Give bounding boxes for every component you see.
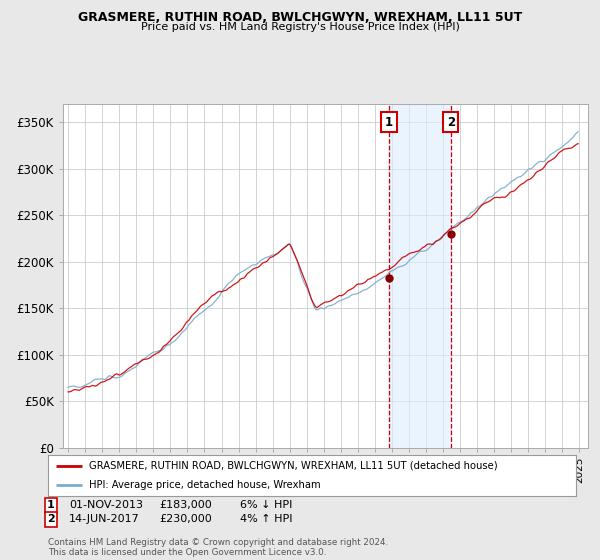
Text: £230,000: £230,000 <box>159 514 212 524</box>
Text: GRASMERE, RUTHIN ROAD, BWLCHGWYN, WREXHAM, LL11 5UT (detached house): GRASMERE, RUTHIN ROAD, BWLCHGWYN, WREXHA… <box>89 461 498 471</box>
Text: Price paid vs. HM Land Registry's House Price Index (HPI): Price paid vs. HM Land Registry's House … <box>140 22 460 32</box>
Text: £183,000: £183,000 <box>159 500 212 510</box>
Text: 4% ↑ HPI: 4% ↑ HPI <box>240 514 293 524</box>
Text: GRASMERE, RUTHIN ROAD, BWLCHGWYN, WREXHAM, LL11 5UT: GRASMERE, RUTHIN ROAD, BWLCHGWYN, WREXHA… <box>78 11 522 24</box>
Text: 01-NOV-2013: 01-NOV-2013 <box>69 500 143 510</box>
Text: HPI: Average price, detached house, Wrexham: HPI: Average price, detached house, Wrex… <box>89 480 321 490</box>
Text: 6% ↓ HPI: 6% ↓ HPI <box>240 500 292 510</box>
Text: 1: 1 <box>385 116 393 129</box>
Bar <box>389 104 451 448</box>
Text: 2: 2 <box>447 116 455 129</box>
Text: 2: 2 <box>47 514 55 524</box>
Text: 14-JUN-2017: 14-JUN-2017 <box>69 514 140 524</box>
Text: 1: 1 <box>47 500 55 510</box>
Text: Contains HM Land Registry data © Crown copyright and database right 2024.
This d: Contains HM Land Registry data © Crown c… <box>48 538 388 557</box>
